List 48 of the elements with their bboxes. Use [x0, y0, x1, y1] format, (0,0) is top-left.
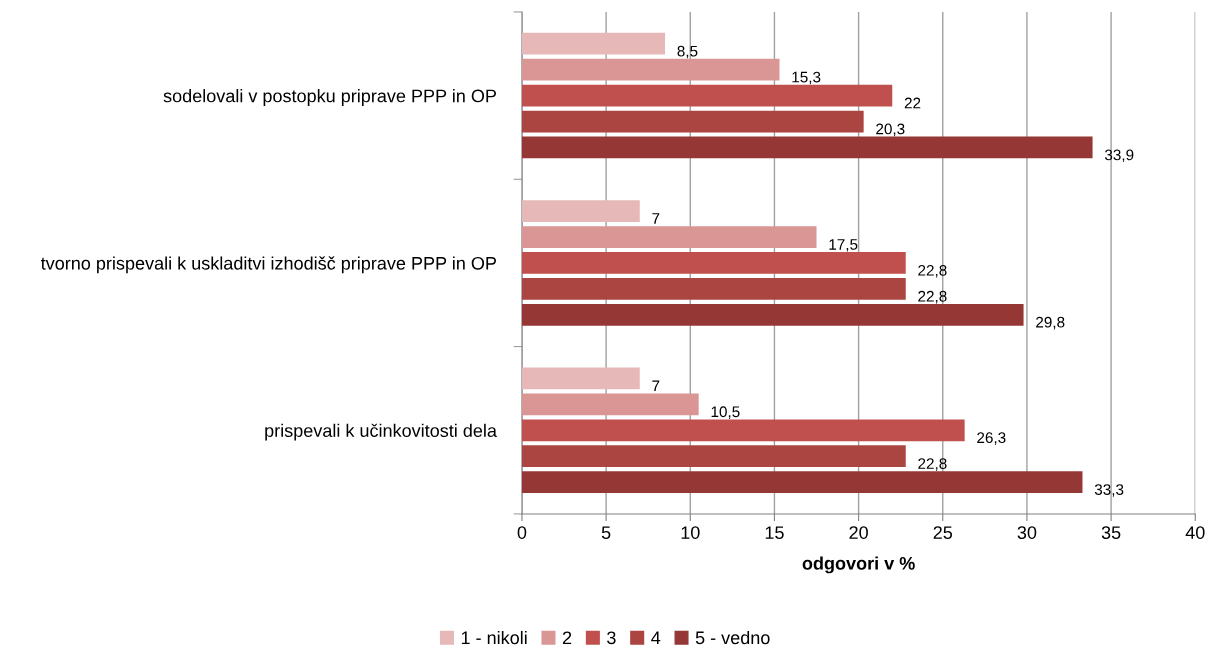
x-tick-label: 10: [681, 526, 700, 539]
data-label: 10,5: [711, 406, 740, 419]
data-label: 8,5: [677, 45, 698, 59]
x-tick-label: 30: [1017, 526, 1037, 539]
y-tick-label: tvorno prispevali k uskladitvi izhodišč priprave PPP in OP: [40, 256, 497, 274]
bar: [521, 471, 1083, 494]
data-label: 22,8: [918, 458, 947, 471]
data-label: 15,3: [792, 71, 821, 85]
bar: [521, 278, 906, 300]
bar: [521, 252, 906, 274]
bar: [521, 226, 817, 248]
data-label: 22: [904, 97, 921, 109]
bar: [521, 419, 965, 442]
x-tick-label: 20: [849, 526, 868, 539]
legend-label: 1 - nikoli: [461, 630, 527, 645]
data-label: 33,9: [1104, 149, 1134, 163]
legend-label: 5 - vedno: [695, 630, 770, 645]
legend-label: 2: [562, 631, 572, 644]
data-label: 22,8: [918, 290, 947, 304]
bar: [521, 303, 1024, 326]
data-label: 26,3: [977, 432, 1006, 445]
data-label: 7: [652, 380, 660, 392]
y-tick-label: sodelovali v postopku priprave PPP in OP: [163, 89, 496, 106]
data-label: 33,3: [1094, 484, 1124, 497]
bar: [521, 200, 640, 222]
x-tick-label: 15: [765, 526, 784, 539]
x-tick-label: 25: [933, 526, 953, 539]
bar: [521, 84, 893, 107]
x-tick-label: 40: [1185, 526, 1205, 539]
data-label: 22,8: [918, 264, 947, 278]
x-axis-title: odgovori v %: [802, 556, 915, 574]
bar: [521, 393, 699, 416]
data-label: 7: [652, 213, 660, 224]
x-tick-label: 0: [517, 526, 527, 539]
bar: [521, 367, 640, 390]
x-tick-label: 35: [1101, 526, 1121, 539]
legend-label: 3: [607, 631, 616, 645]
legend-label: 4: [651, 631, 661, 644]
bar: [521, 445, 906, 468]
data-label: 29,8: [1036, 316, 1065, 330]
bar: [521, 58, 780, 81]
data-label: 20,3: [876, 123, 905, 137]
y-tick-label: prispevali k učinkovitosti dela: [265, 423, 497, 441]
bar: [521, 32, 666, 55]
x-tick-label: 5: [601, 526, 611, 539]
data-label: 17,5: [829, 239, 858, 252]
bar: [521, 110, 864, 133]
bar: [521, 136, 1093, 159]
